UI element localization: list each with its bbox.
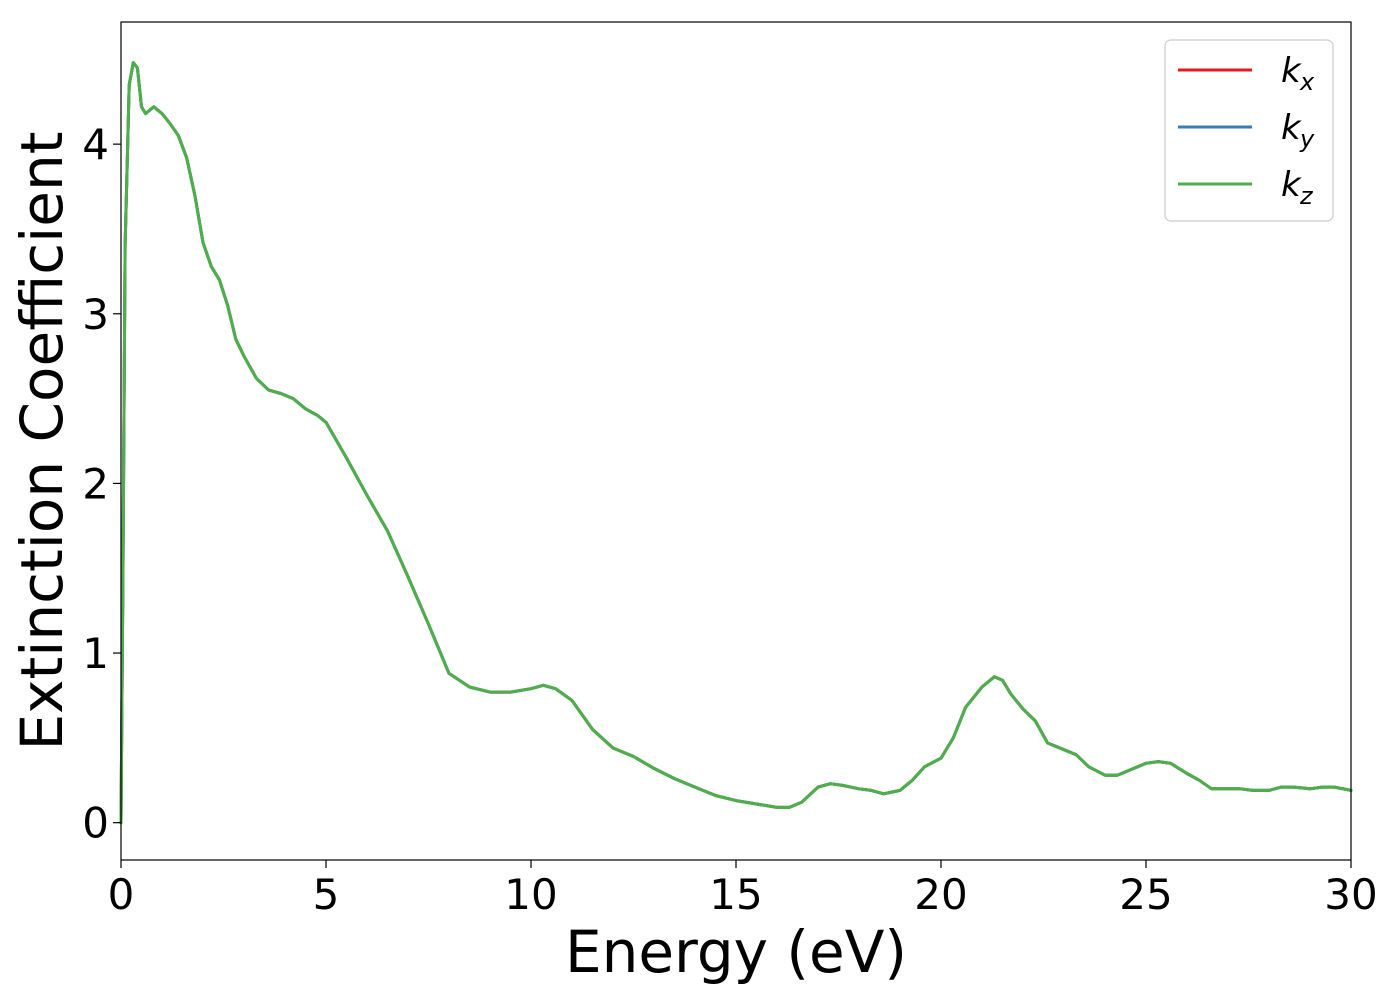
series-line-z bbox=[119, 61, 1353, 825]
y-tick-label: 1 bbox=[82, 629, 109, 678]
legend-label-x: k bbox=[1281, 51, 1302, 91]
legend-subscript-z: z bbox=[1299, 182, 1314, 210]
x-tick-label: 15 bbox=[709, 870, 762, 919]
y-tick-label: 4 bbox=[82, 120, 109, 169]
legend-label-y: k bbox=[1281, 108, 1302, 148]
legend-subscript-x: x bbox=[1299, 68, 1315, 96]
legend-subscript-y: y bbox=[1299, 125, 1315, 153]
x-tick-label: 20 bbox=[914, 870, 967, 919]
x-tick-label: 5 bbox=[313, 870, 340, 919]
x-axis-title: Energy (eV) bbox=[565, 918, 907, 986]
legend: k xk yk z bbox=[1164, 39, 1334, 222]
y-tick-label: 2 bbox=[82, 459, 109, 508]
x-tick-label: 30 bbox=[1324, 870, 1377, 919]
series-layer bbox=[119, 61, 1353, 825]
x-axis: 0 5 10 15 20 25 30 bbox=[108, 860, 1378, 919]
legend-label-z: k bbox=[1281, 165, 1302, 205]
plot-background bbox=[121, 22, 1351, 860]
y-axis-title: Extinction Coefficient bbox=[8, 132, 76, 751]
legend-box bbox=[1164, 39, 1334, 222]
x-tick-label: 10 bbox=[504, 870, 557, 919]
x-tick-label: 25 bbox=[1119, 870, 1172, 919]
y-tick-label: 3 bbox=[82, 290, 109, 339]
y-axis: 0 1 2 3 4 bbox=[82, 120, 121, 848]
x-tick-label: 0 bbox=[108, 870, 135, 919]
y-tick-label: 0 bbox=[82, 799, 109, 848]
